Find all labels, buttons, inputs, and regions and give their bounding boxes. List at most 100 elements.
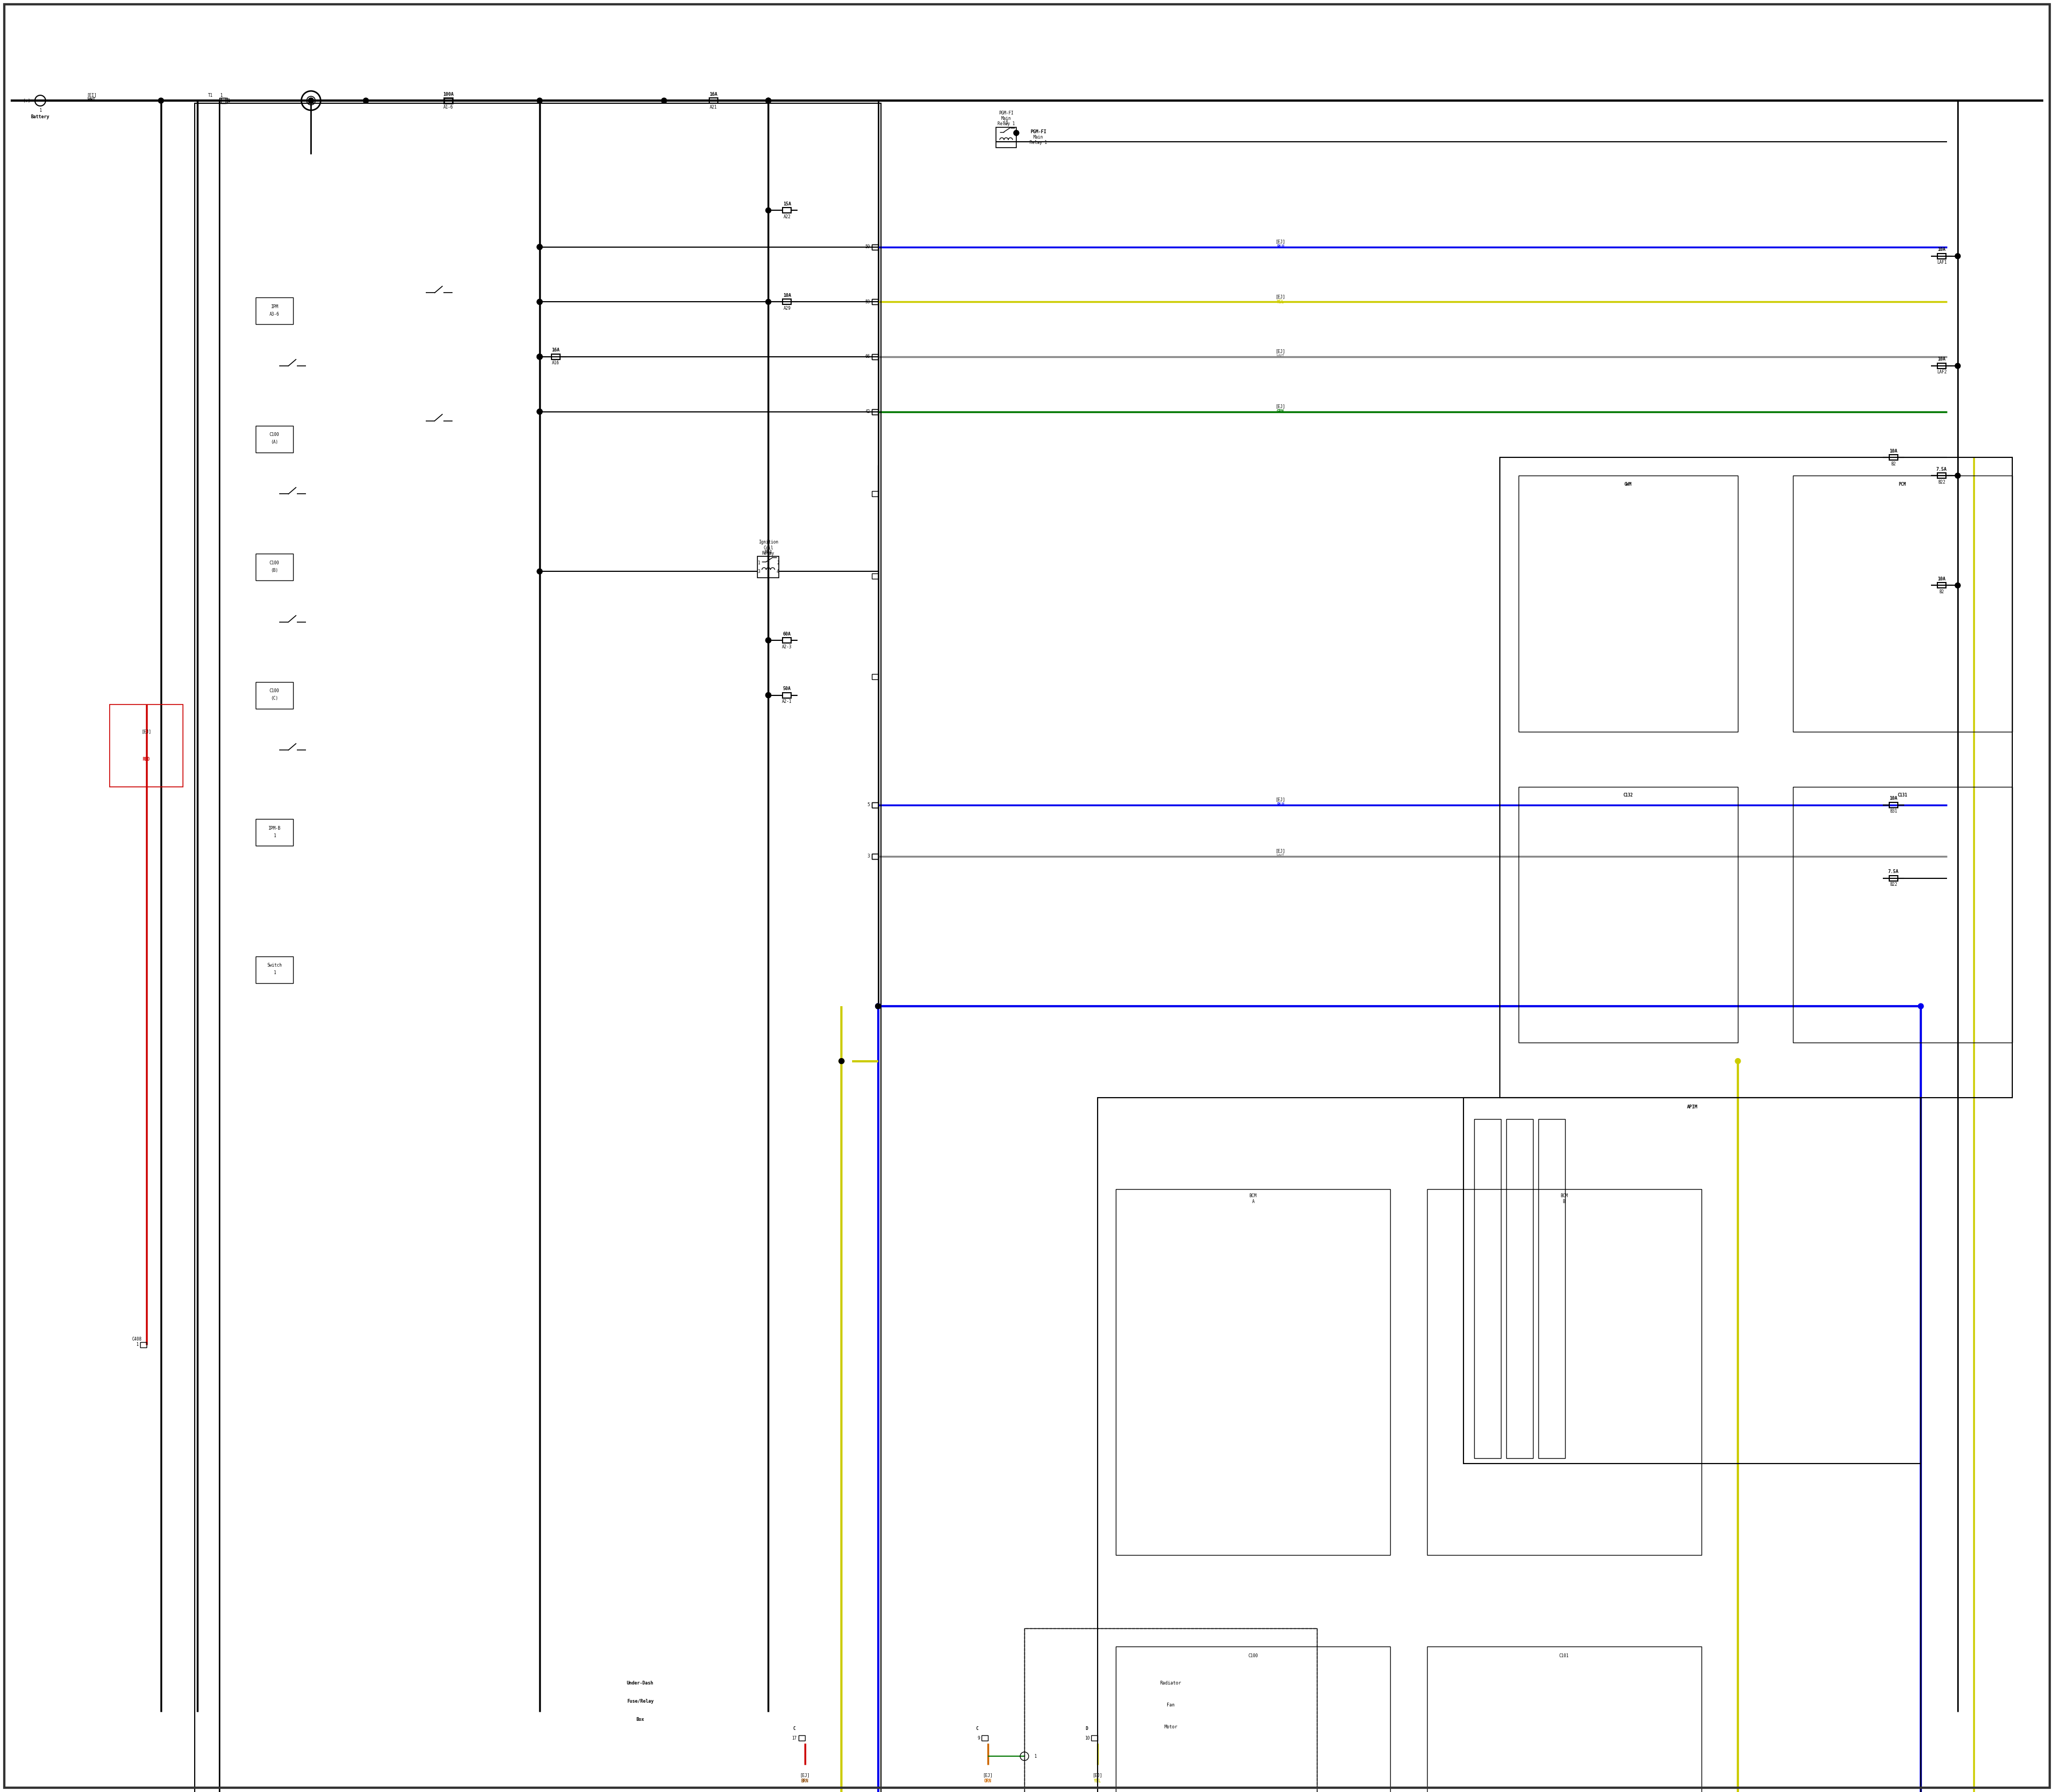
Bar [871,244,879,249]
Text: 59: 59 [865,299,871,305]
Text: [EJ]: [EJ] [1093,1772,1103,1778]
Text: C408: C408 [131,1337,142,1342]
Circle shape [536,568,542,573]
Text: 16A: 16A [709,91,717,97]
Bar [1890,876,1898,882]
Bar [871,244,879,249]
Bar [871,409,879,414]
Text: 10A: 10A [1890,796,1898,801]
Circle shape [1918,1004,1923,1009]
Bar [758,557,778,577]
Bar [1890,455,1898,461]
Bar [1428,1647,1701,1792]
Circle shape [1955,253,1960,258]
Text: GRN: GRN [1278,409,1284,414]
Circle shape [1955,473,1960,478]
Bar [550,355,561,360]
Text: 1: 1 [758,561,760,564]
Text: [EJ]: [EJ] [1276,848,1286,853]
Bar [255,297,294,324]
Text: 10A: 10A [1890,448,1898,453]
Text: 3: 3 [758,570,760,573]
Text: ORN: ORN [984,1778,992,1783]
Text: 3: 3 [867,853,871,858]
Text: 59: 59 [865,244,871,249]
Circle shape [536,299,542,305]
Bar [871,491,879,496]
Bar [255,426,294,452]
Bar [709,99,717,104]
Text: GWM: GWM [1625,482,1631,487]
Bar [109,704,183,787]
Bar [871,674,879,679]
Bar [255,681,294,708]
Text: C100: C100 [269,688,279,694]
Text: Ignition
Coil
Relay: Ignition Coil Relay [758,539,778,556]
Circle shape [875,1004,881,1009]
Bar [1499,457,2013,1098]
Text: 16A: 16A [553,348,559,353]
Bar [982,1735,988,1740]
Text: [EJ]: [EJ] [799,1772,809,1778]
Bar [1475,1118,1501,1459]
Text: (A): (A) [271,439,277,444]
Circle shape [766,99,770,104]
Bar [1462,1098,1920,1464]
Text: RED: RED [142,756,150,762]
Text: Motor: Motor [1165,1724,1177,1729]
Bar [1937,364,1945,369]
Bar [1115,1190,1391,1555]
Text: 1: 1 [1033,1754,1037,1758]
Text: Fuse/Relay: Fuse/Relay [626,1699,653,1704]
Text: PCM: PCM [1898,482,1906,487]
Text: YEL: YEL [1278,299,1284,305]
Circle shape [766,692,770,697]
Text: [EJ]: [EJ] [1276,349,1286,353]
Circle shape [875,1004,881,1009]
Bar [871,409,879,414]
Circle shape [308,99,314,104]
Text: [EJ]: [EJ] [142,729,152,735]
Bar [255,819,294,846]
Text: 10A: 10A [783,294,791,297]
Text: BLU: BLU [1278,244,1284,249]
Text: [EJ]: [EJ] [1276,797,1286,803]
Text: [EJ]: [EJ] [1276,238,1286,244]
Text: 1: 1 [39,108,41,113]
Text: Relay 1: Relay 1 [1029,140,1048,145]
Bar [783,638,791,643]
Text: 1: 1 [228,99,230,102]
Circle shape [1013,131,1019,136]
Circle shape [536,409,542,414]
Text: PGM-FI
Main
Relay 1: PGM-FI Main Relay 1 [998,111,1015,127]
Circle shape [1955,582,1960,588]
Text: YEL: YEL [1095,1778,1101,1783]
Text: 66: 66 [865,355,871,358]
Bar [799,1735,805,1740]
Bar [222,99,228,104]
Text: WHT: WHT [1278,853,1284,858]
Text: A3-6: A3-6 [269,312,279,317]
Text: APIM: APIM [1686,1106,1697,1109]
Text: A2-1: A2-1 [783,699,793,704]
Bar [1097,1098,1920,1792]
Text: Main: Main [1033,134,1043,140]
Text: C100: C100 [269,432,279,437]
Text: BCM
B: BCM B [1561,1193,1567,1204]
Text: Radiator: Radiator [1161,1681,1181,1686]
Text: M44: M44 [764,550,772,554]
Text: 17: 17 [793,1736,797,1740]
Text: B22: B22 [1890,882,1898,887]
Circle shape [766,99,770,104]
Bar [783,692,791,697]
Circle shape [536,355,542,360]
Text: PGM-FI: PGM-FI [1031,129,1045,134]
Bar [1538,1118,1565,1459]
Text: A16: A16 [553,360,559,366]
Text: LAF2: LAF2 [1937,369,1947,375]
Text: C: C [793,1726,795,1731]
Text: Box: Box [637,1717,645,1722]
Bar [1025,1629,1317,1792]
Text: B31: B31 [1890,808,1898,814]
Text: 10A: 10A [1937,357,1945,362]
